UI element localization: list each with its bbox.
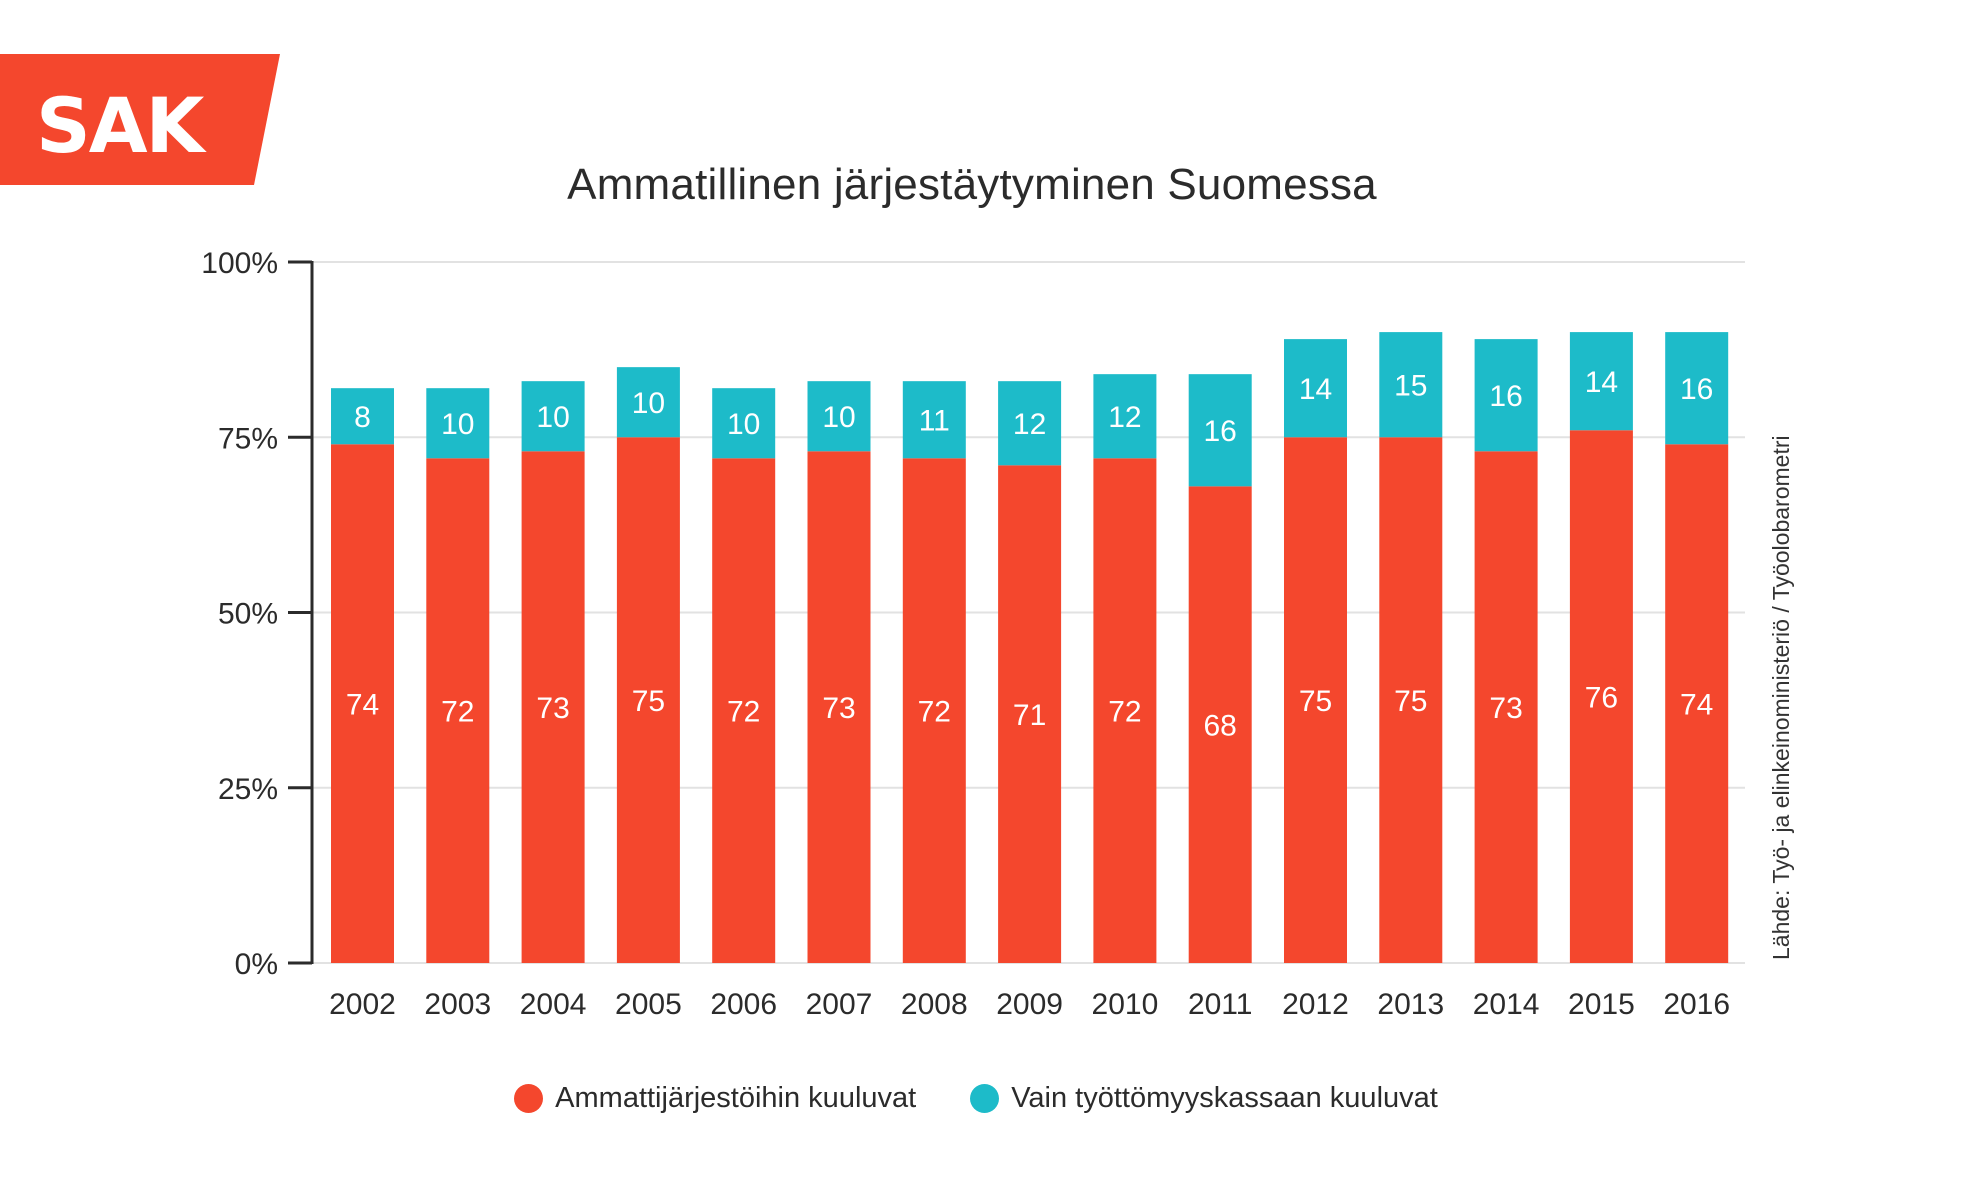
bar-segment-members xyxy=(1665,444,1729,963)
sak-logo: SAK xyxy=(0,54,280,185)
legend-label-members: Ammattijärjestöihin kuuluvat xyxy=(555,1082,917,1114)
bar-segment-members xyxy=(521,451,585,963)
x-tick-label: 2005 xyxy=(615,988,682,1021)
data-label-fund-only: 16 xyxy=(1204,415,1237,448)
legend-marker-fund-only xyxy=(970,1084,1000,1113)
data-label-fund-only: 16 xyxy=(1680,373,1713,406)
bar-segment-fund-only xyxy=(902,381,966,459)
bar-segment-fund-only xyxy=(1379,332,1443,438)
bar-segment-fund-only xyxy=(1284,339,1347,438)
y-tick-label: 0% xyxy=(235,948,278,981)
bar-segment-members xyxy=(1093,458,1157,963)
bar-segment-members xyxy=(1188,486,1252,963)
data-label-members: 72 xyxy=(441,696,474,729)
x-tick-label: 2008 xyxy=(901,988,968,1021)
bar-segment-fund-only xyxy=(521,381,585,452)
bar-segment-members xyxy=(807,451,871,963)
y-tick-label: 100% xyxy=(201,247,278,280)
data-label-fund-only: 11 xyxy=(919,405,950,438)
data-label-fund-only: 10 xyxy=(441,408,474,441)
data-label-fund-only: 15 xyxy=(1394,370,1427,403)
bar-segment-fund-only xyxy=(1665,332,1729,445)
data-label-fund-only: 16 xyxy=(1489,380,1522,413)
data-label-members: 76 xyxy=(1585,682,1618,715)
x-tick-label: 2010 xyxy=(1092,988,1159,1021)
data-label-members: 75 xyxy=(1299,685,1332,718)
x-tick-label: 2003 xyxy=(424,988,491,1021)
bar-segment-members xyxy=(1284,437,1347,963)
data-label-members: 74 xyxy=(346,689,379,722)
x-tick-label: 2004 xyxy=(520,988,587,1021)
bar-segment-members xyxy=(1474,451,1538,963)
bar-segment-members xyxy=(426,458,490,963)
x-tick-label: 2009 xyxy=(996,988,1063,1021)
data-label-members: 73 xyxy=(822,692,855,725)
y-axis: 0% 25% 50% 75% 100% xyxy=(201,247,314,981)
x-tick-label: 2006 xyxy=(710,988,777,1021)
x-tick-label: 2014 xyxy=(1473,988,1540,1021)
data-label-fund-only: 10 xyxy=(536,401,569,434)
data-label-members: 71 xyxy=(1013,699,1046,732)
x-tick-label: 2007 xyxy=(806,988,873,1021)
bar-segment-fund-only xyxy=(1188,374,1252,487)
legend-label-fund-only: Vain työttömyyskassaan kuuluvat xyxy=(1011,1082,1438,1114)
bar-segment-fund-only xyxy=(807,381,871,452)
data-label-members: 72 xyxy=(1108,696,1141,729)
data-label-fund-only: 10 xyxy=(727,408,760,441)
bar-segment-fund-only xyxy=(1474,339,1538,452)
data-label-fund-only: 12 xyxy=(1108,401,1141,434)
bar-segment-members xyxy=(616,437,680,963)
data-label-members: 74 xyxy=(1680,689,1713,722)
legend: Ammattijärjestöihin kuuluvat Vain työttö… xyxy=(0,1082,1972,1115)
legend-item-fund-only: Vain työttömyyskassaan kuuluvat xyxy=(970,1082,1438,1115)
data-label-fund-only: 12 xyxy=(1013,408,1046,441)
x-axis-labels: 2002 2003 2004 2005 2006 2007 2008 2009 2010 2011… xyxy=(329,988,1730,1021)
chart-title: Ammatillinen järjestäytyminen Suomessa xyxy=(567,160,1377,209)
y-tick-label: 75% xyxy=(218,422,278,455)
data-label-fund-only: 10 xyxy=(822,401,855,434)
bar-segment-fund-only xyxy=(998,381,1062,466)
data-label-members: 68 xyxy=(1204,710,1237,743)
y-tick-label: 25% xyxy=(218,773,278,806)
bar-segment-fund-only xyxy=(331,388,394,445)
source-note: Lähde: Työ- ja elinkeinoministeriö / Työ… xyxy=(1768,435,1794,960)
data-label-members: 73 xyxy=(536,692,569,725)
bar-segment-fund-only xyxy=(712,388,776,459)
bar-segment-members xyxy=(1379,437,1443,963)
data-label-members: 75 xyxy=(1394,685,1427,718)
bar-segment-fund-only xyxy=(1093,374,1157,459)
legend-item-members: Ammattijärjestöihin kuuluvat xyxy=(514,1082,916,1115)
x-tick-label: 2002 xyxy=(329,988,396,1021)
x-tick-label: 2013 xyxy=(1377,988,1444,1021)
bars: 74 8 72 10 73 10 75 10 72 10 73 10 72 11 71 12 72 12 68 16 7… xyxy=(331,332,1729,963)
logo-text: SAK xyxy=(36,81,208,170)
bar-segment-fund-only xyxy=(426,388,490,459)
bar-segment-fund-only xyxy=(1569,332,1633,431)
logo-background xyxy=(0,54,280,185)
legend-marker-members xyxy=(514,1084,544,1113)
data-label-members: 75 xyxy=(632,685,665,718)
bar-segment-members xyxy=(998,465,1062,963)
data-label-members: 72 xyxy=(727,696,760,729)
bar-segment-members xyxy=(902,458,966,963)
bar-segment-members xyxy=(1569,430,1633,963)
data-label-fund-only: 8 xyxy=(354,401,371,434)
x-tick-label: 2012 xyxy=(1282,988,1349,1021)
bar-segment-fund-only xyxy=(616,367,680,438)
data-label-fund-only: 14 xyxy=(1585,366,1618,399)
x-tick-label: 2011 xyxy=(1188,988,1253,1021)
y-tick-label: 50% xyxy=(218,598,278,631)
bar-segment-members xyxy=(331,444,394,963)
data-label-members: 72 xyxy=(918,696,951,729)
data-label-members: 73 xyxy=(1489,692,1522,725)
x-tick-label: 2016 xyxy=(1663,988,1730,1021)
data-label-fund-only: 14 xyxy=(1299,373,1332,406)
bar-segment-members xyxy=(712,458,776,963)
x-tick-label: 2015 xyxy=(1568,988,1635,1021)
data-label-fund-only: 10 xyxy=(632,387,665,420)
